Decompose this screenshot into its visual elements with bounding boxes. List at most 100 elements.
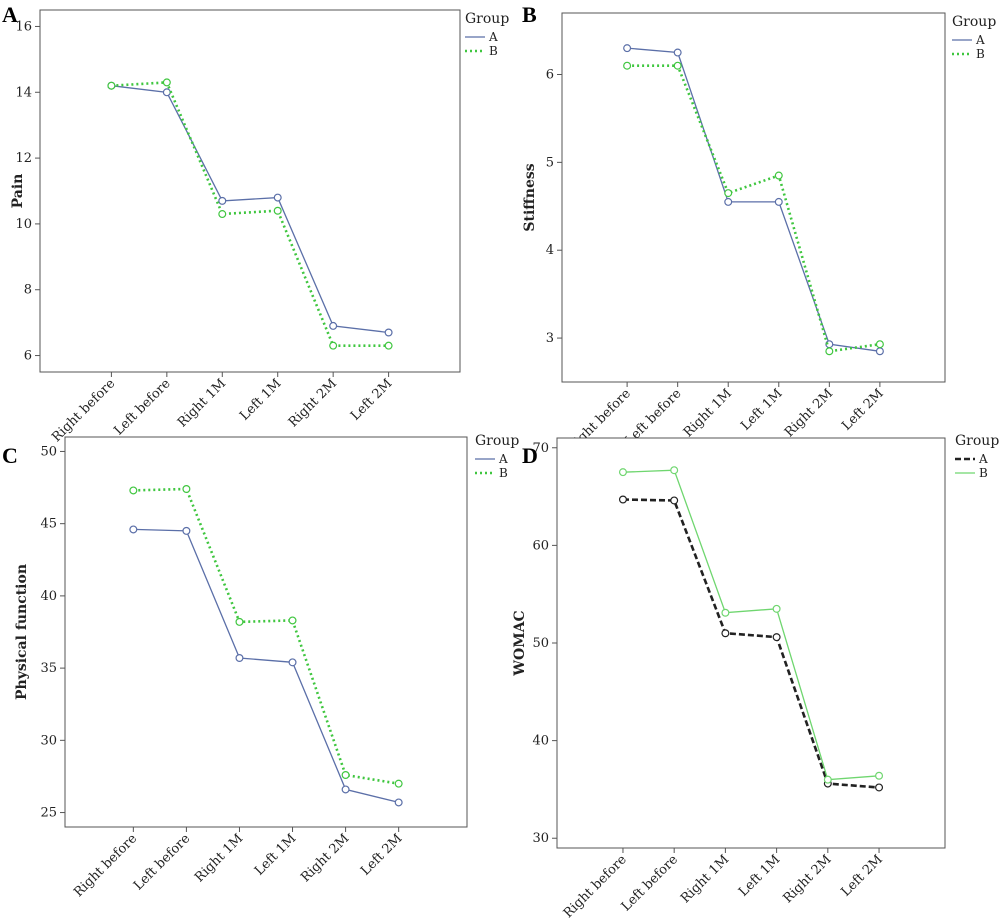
y-tick-label: 16: [15, 19, 32, 34]
y-axis-label: WOMAC: [512, 610, 528, 676]
y-tick-label: 30: [532, 831, 549, 846]
data-point-a: [394, 798, 403, 807]
x-tick-label: Right 1M: [192, 831, 246, 885]
x-tick-label: Right 1M: [175, 376, 229, 430]
x-tick-label: Right 1M: [678, 852, 732, 906]
x-tick-label: Left 2M: [839, 386, 886, 433]
legend-label-a: A: [498, 452, 508, 466]
x-tick-label: Left 1M: [237, 376, 284, 423]
legend-label-b: B: [489, 44, 498, 58]
data-point-a: [875, 347, 884, 356]
panel-letter: D: [522, 443, 538, 468]
data-point-a: [162, 88, 171, 97]
plot-frame: [556, 437, 946, 849]
y-tick-label: 30: [40, 733, 57, 748]
y-axis-label: Stiffness: [522, 163, 538, 231]
data-point-a: [774, 197, 783, 206]
data-point-b: [670, 466, 679, 475]
y-tick-label: 40: [40, 589, 57, 604]
data-point-b: [772, 604, 781, 613]
y-tick-label: 8: [24, 283, 32, 298]
legend-title: Group: [465, 11, 509, 27]
x-tick-label: Right before: [561, 852, 630, 921]
data-point-b: [218, 210, 227, 219]
data-point-a: [875, 783, 884, 792]
data-point-b: [341, 770, 350, 779]
y-tick-label: 10: [15, 217, 32, 232]
x-tick-label: Right 2M: [286, 376, 340, 430]
legend-label-a: A: [978, 452, 988, 466]
data-point-a: [218, 196, 227, 205]
data-point-a: [129, 525, 138, 534]
series-line-a: [111, 85, 389, 334]
plot-frame: [561, 12, 946, 383]
data-point-a: [673, 48, 682, 57]
data-point-b: [875, 771, 884, 780]
series-line-b: [622, 469, 880, 781]
data-point-b: [825, 347, 834, 356]
data-point-a: [384, 328, 393, 337]
data-point-b: [288, 616, 297, 625]
x-tick-label: Left 2M: [838, 852, 885, 899]
data-point-b: [673, 61, 682, 70]
x-tick-label: Left 1M: [252, 831, 299, 878]
x-tick-label: Right 1M: [681, 386, 735, 440]
data-point-b: [724, 189, 733, 198]
legend-label-b: B: [979, 466, 988, 480]
y-tick-label: 4: [546, 243, 554, 258]
y-tick-label: 14: [15, 85, 32, 100]
data-point-a: [273, 193, 282, 202]
plot-frame: [64, 436, 468, 828]
data-point-b: [394, 779, 403, 788]
panel-letter: B: [522, 2, 537, 27]
data-point-b: [129, 486, 138, 495]
data-point-b: [618, 468, 627, 477]
legend-label-b: B: [499, 466, 508, 480]
legend-title: Group: [955, 433, 999, 449]
series-line-a: [627, 47, 880, 352]
legend-label-a: A: [975, 33, 985, 47]
data-point-b: [182, 485, 191, 494]
y-tick-label: 35: [40, 661, 57, 676]
y-tick-label: 60: [532, 538, 549, 553]
x-tick-label: Left before: [111, 376, 173, 438]
data-point-b: [774, 171, 783, 180]
legend-title: Group: [952, 14, 996, 30]
x-tick-label: Left 2M: [358, 831, 405, 878]
data-point-a: [235, 653, 244, 662]
x-tick-label: Left 2M: [348, 376, 395, 423]
x-tick-label: Right before: [71, 831, 140, 900]
data-point-b: [875, 340, 884, 349]
y-tick-label: 50: [532, 636, 549, 651]
chart-panel-c: C 25 30 35 40 45 50 Physical function Right befo…: [2, 433, 519, 900]
data-point-b: [384, 341, 393, 350]
y-tick-label: 70: [532, 441, 549, 456]
x-tick-label: Right 2M: [780, 852, 834, 906]
y-tick-label: 5: [546, 155, 554, 170]
y-tick-label: 50: [40, 444, 57, 459]
y-tick-label: 40: [532, 734, 549, 749]
y-tick-label: 12: [15, 151, 32, 166]
data-point-b: [107, 81, 116, 90]
data-point-a: [724, 197, 733, 206]
data-point-a: [618, 495, 627, 504]
data-point-a: [623, 44, 632, 53]
legend-label-b: B: [976, 47, 985, 61]
y-axis-label: Pain: [10, 174, 26, 209]
data-point-b: [235, 617, 244, 626]
x-tick-label: Left before: [131, 831, 193, 893]
data-point-a: [329, 321, 338, 330]
x-tick-label: Right before: [49, 376, 118, 445]
data-point-a: [288, 658, 297, 667]
data-point-a: [772, 633, 781, 642]
data-point-a: [341, 785, 350, 794]
series-line-b: [111, 81, 389, 348]
data-point-b: [623, 61, 632, 70]
data-point-b: [273, 206, 282, 215]
x-tick-label: Right 2M: [298, 831, 352, 885]
y-tick-label: 3: [546, 331, 554, 346]
data-point-a: [721, 629, 730, 638]
